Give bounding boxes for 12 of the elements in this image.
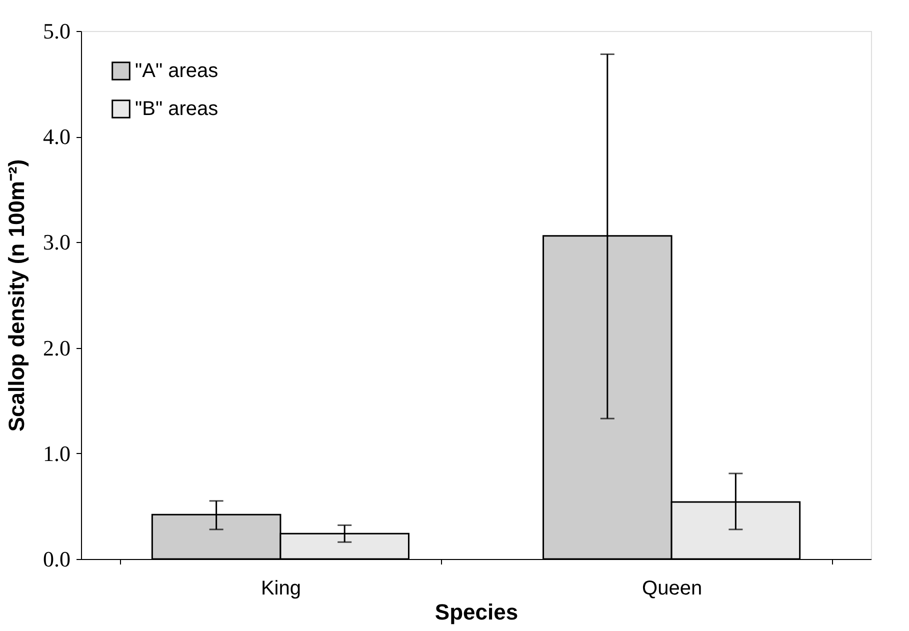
legend-label: "A" areas xyxy=(135,60,218,82)
x-tick-label: Queen xyxy=(642,578,702,600)
y-tick-label: 5.0 xyxy=(43,18,70,44)
x-tick-label: King xyxy=(260,578,301,600)
y-axis-title: Scallop density (n 100m⁻²) xyxy=(4,159,29,432)
x-axis-title: Species xyxy=(434,600,518,624)
y-tick-label: 4.0 xyxy=(43,124,70,150)
legend-label: "B" areas xyxy=(135,98,218,120)
y-tick-label: 3.0 xyxy=(43,230,70,255)
y-tick-label: 2.0 xyxy=(43,335,70,360)
y-tick-label: 1.0 xyxy=(43,440,70,466)
y-tick-label: 0.0 xyxy=(43,546,70,572)
